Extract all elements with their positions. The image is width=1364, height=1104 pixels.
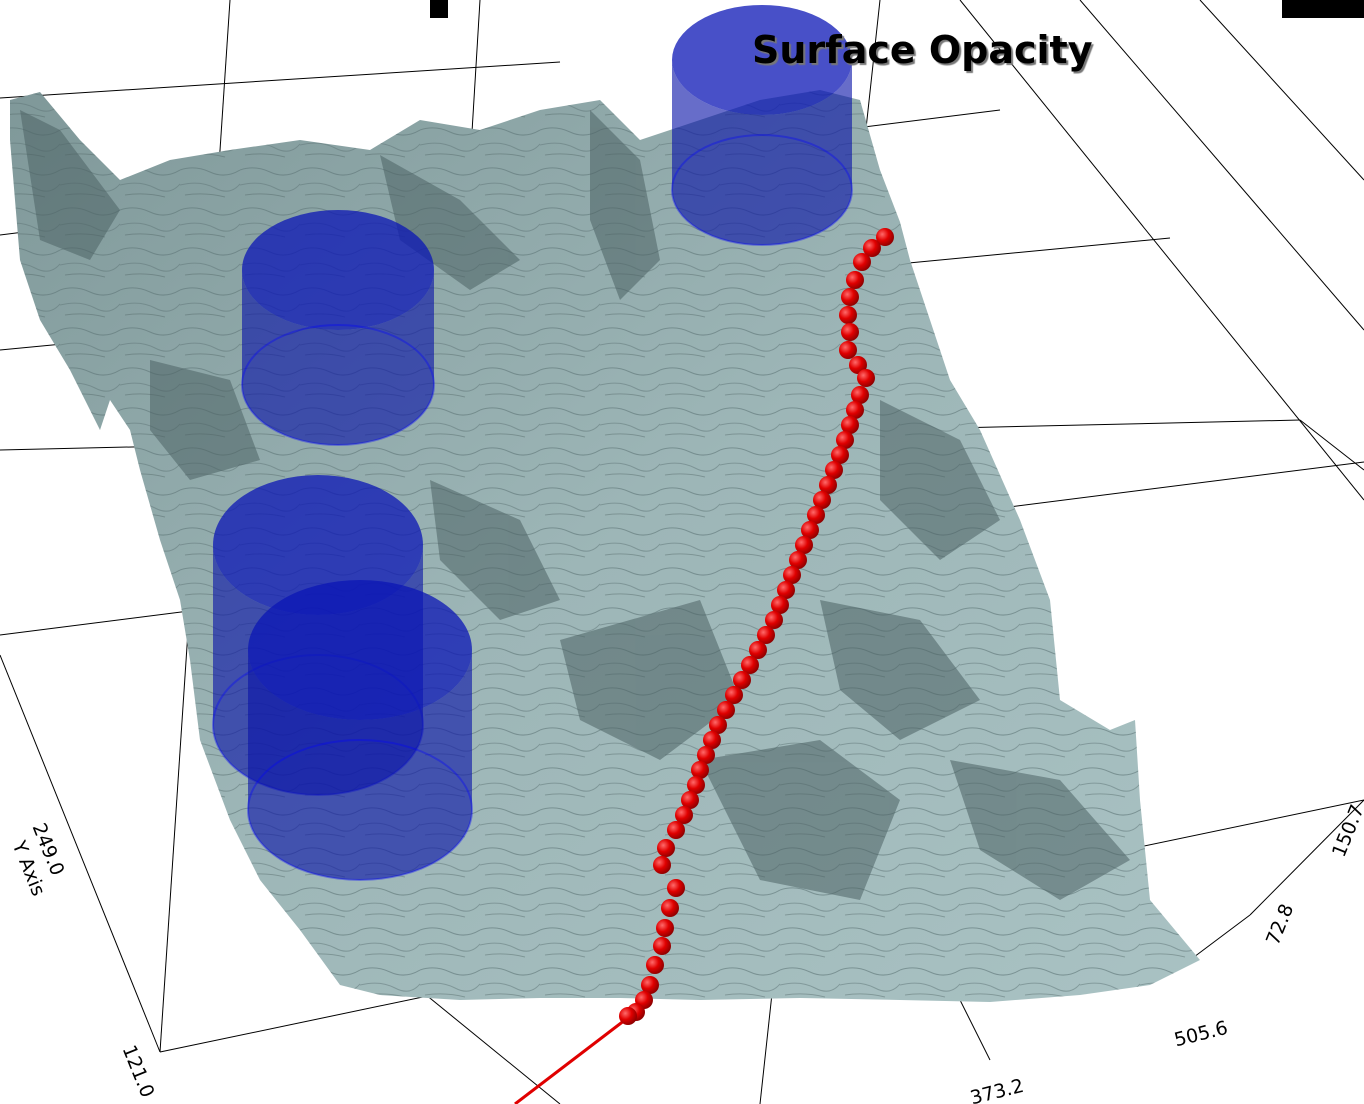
- well-marker: [657, 839, 675, 857]
- cylinder-bottom: [241, 324, 435, 446]
- cylinder-body: [242, 270, 434, 445]
- terrain-ridge: [20, 110, 120, 260]
- well-marker: [661, 899, 679, 917]
- well-marker: [771, 596, 789, 614]
- grid-line: [1299, 419, 1364, 471]
- well-marker: [857, 369, 875, 387]
- cylinder-top: [672, 5, 852, 115]
- terrain-ridge: [820, 600, 980, 740]
- well-marker: [836, 431, 854, 449]
- well-marker: [656, 919, 674, 937]
- terrain-surface: [10, 90, 1200, 1002]
- terrain-ridge: [880, 400, 1000, 560]
- well-line: [514, 1018, 626, 1104]
- well-marker: [687, 776, 705, 794]
- well-marker: [801, 521, 819, 539]
- well-marker: [789, 551, 807, 569]
- well-marker: [641, 976, 659, 994]
- cylinder-bottom: [247, 739, 473, 881]
- well-marker: [783, 566, 801, 584]
- well-marker: [709, 716, 727, 734]
- well-marker: [863, 239, 881, 257]
- well-marker: [717, 701, 735, 719]
- transparent-cylinders: [212, 5, 853, 881]
- well-marker: [619, 1007, 637, 1025]
- well-marker: [841, 416, 859, 434]
- grid-line: [1249, 799, 1364, 916]
- well-marker: [851, 386, 869, 404]
- cylinder-top: [242, 210, 434, 330]
- well-marker: [831, 446, 849, 464]
- grid-line: [959, 0, 1364, 501]
- well-marker: [725, 686, 743, 704]
- grid-line: [419, 989, 561, 1104]
- well-marker: [741, 656, 759, 674]
- corner-block-left: [430, 0, 448, 18]
- cylinder-lower-left-front: [247, 580, 473, 881]
- well-marker: [646, 956, 664, 974]
- well-marker: [846, 401, 864, 419]
- cylinder-top: [213, 475, 423, 615]
- grid-line: [959, 999, 991, 1061]
- cylinder-top-right: [671, 5, 853, 246]
- well-marker: [697, 746, 715, 764]
- grid-line: [1079, 0, 1364, 331]
- well-marker: [819, 476, 837, 494]
- well-marker: [703, 731, 721, 749]
- grid-line: [1199, 0, 1364, 181]
- cylinder-bottom: [671, 134, 853, 246]
- well-marker: [846, 271, 864, 289]
- grid-line: [1189, 914, 1251, 961]
- terrain-ridge: [430, 480, 560, 620]
- well-marker: [813, 491, 831, 509]
- well-path: [514, 228, 894, 1104]
- well-marker: [691, 761, 709, 779]
- well-marker: [667, 821, 685, 839]
- cylinder-body: [672, 60, 852, 245]
- well-marker: [653, 856, 671, 874]
- cylinder-top: [248, 580, 472, 720]
- well-marker: [825, 461, 843, 479]
- well-marker: [681, 791, 699, 809]
- well-marker: [839, 306, 857, 324]
- terrain-ridge: [150, 360, 260, 480]
- well-marker: [667, 879, 685, 897]
- well-marker: [675, 806, 693, 824]
- corner-block-right: [1282, 0, 1364, 18]
- well-marker: [777, 581, 795, 599]
- well-marker: [653, 937, 671, 955]
- cylinder-body: [248, 650, 472, 880]
- well-marker: [795, 536, 813, 554]
- terrain-ridge: [950, 760, 1130, 900]
- terrain-ridge: [590, 110, 660, 300]
- well-marker: [876, 228, 894, 246]
- well-marker: [849, 356, 867, 374]
- well-marker: [841, 323, 859, 341]
- well-marker: [853, 253, 871, 271]
- terrain-ridge: [380, 155, 520, 290]
- scene-title: Surface Opacity: [752, 28, 1093, 72]
- grid-line: [0, 61, 561, 99]
- well-marker: [765, 611, 783, 629]
- well-marker: [749, 641, 767, 659]
- cylinder-upper-left: [241, 210, 435, 446]
- terrain-ridge: [700, 740, 900, 900]
- well-marker: [839, 341, 857, 359]
- well-marker: [733, 671, 751, 689]
- well-marker: [807, 506, 825, 524]
- terrain-ridge: [560, 600, 740, 760]
- well-marker: [841, 288, 859, 306]
- well-marker: [757, 626, 775, 644]
- grid-line: [0, 654, 161, 1053]
